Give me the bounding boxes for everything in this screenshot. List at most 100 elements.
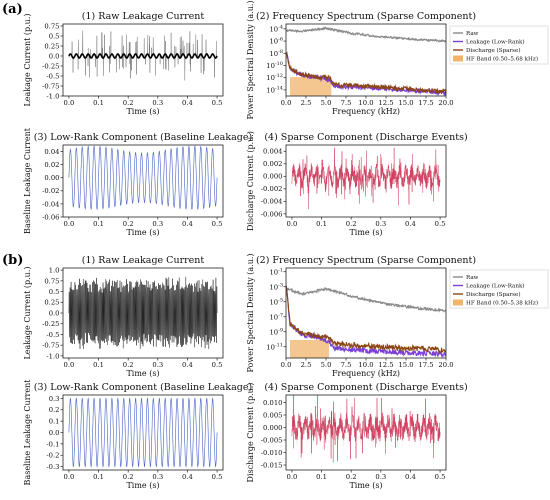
xtick-label: 10.0: [358, 361, 373, 369]
raw-marker-b2-59: [389, 303, 392, 305]
raw-marker-b2-36: [349, 295, 351, 297]
xtick-label: 0.5: [212, 361, 223, 369]
raw-marker-a2-41: [357, 32, 360, 35]
xtick-label: 12.5: [378, 361, 393, 369]
raw-marker-b2-87: [439, 309, 442, 311]
raw-marker-b2-42: [359, 298, 362, 301]
xtick-label: 0.0: [287, 473, 298, 481]
raw-marker-b2-89: [443, 310, 446, 313]
raw-marker-b2-25: [329, 289, 332, 292]
raw-marker-a2-49: [372, 34, 375, 37]
ytick-exponent: -11: [275, 342, 283, 348]
xtick-label: 0.0: [64, 220, 75, 228]
raw-marker-a2-69: [407, 37, 410, 40]
ytick-label: -0.015: [261, 461, 283, 469]
chart-title: (3) Low-Rank Component (Baseline Leakage…: [34, 382, 252, 393]
ytick-label: 10-10: [266, 61, 283, 70]
ytick-base: 10: [266, 86, 275, 94]
series-a3-0: [68, 145, 218, 211]
raw-marker-a2-14: [309, 29, 312, 31]
raw-marker-b2-82: [430, 308, 433, 310]
ytick-exponent: -8: [278, 49, 283, 55]
raw-marker-b2-44: [363, 299, 366, 301]
xtick-label: 10.0: [358, 99, 373, 107]
raw-marker-b2-10: [302, 292, 305, 294]
xtick-label: 7.5: [341, 99, 352, 107]
raw-marker-b2-7: [297, 290, 300, 293]
raw-marker-a2-16: [313, 28, 316, 31]
raw-marker-a2-68: [405, 37, 408, 40]
raw-marker-a2-88: [441, 39, 444, 42]
chart-b1: 0.0 0.1 0.2 0.3 0.4 0.5 -1.0 -0.75 -0.5 -0.25 0.0 0…: [23, 255, 224, 378]
series-b1-0: [68, 276, 218, 350]
xtick-label: 0.3: [152, 220, 163, 228]
chart-title: (1) Raw Leakage Current: [82, 11, 205, 22]
raw-marker-b2-9: [301, 292, 303, 295]
raw-marker-b2-76: [420, 308, 423, 311]
raw-marker-b2-75: [418, 308, 421, 311]
xtick-label: 0.2: [123, 361, 134, 369]
xtick-label: 0.1: [316, 473, 327, 481]
ytick-label: 0.1: [49, 418, 60, 426]
chart-title: (2) Frequency Spectrum (Sparse Component…: [256, 255, 476, 266]
raw-marker-b2-84: [434, 309, 437, 312]
raw-marker-b2-13: [308, 291, 311, 294]
ytick-label: 10-5: [269, 297, 283, 306]
raw-marker-b2-30: [338, 292, 341, 295]
xtick-label: 0.3: [152, 361, 163, 369]
series-b4-0: [291, 395, 441, 463]
raw-marker-a2-57: [386, 36, 389, 39]
xtick-label: 0.1: [93, 361, 104, 369]
raw-marker-a2-22: [324, 26, 327, 29]
raw-marker-a2-89: [443, 40, 446, 42]
plots-layer: 0.0 0.1 0.2 0.3 0.4 0.5-1.0-0.75-0.5-0.250.00…: [23, 0, 549, 490]
ytick-base: 10: [269, 313, 278, 321]
xtick-label: 0.1: [93, 99, 104, 107]
section-label-a: (a): [2, 2, 23, 17]
raw-marker-a2-13: [308, 29, 311, 32]
ytick-label: 0.010: [263, 399, 282, 407]
xtick-label: 0.2: [123, 473, 134, 481]
xtick-label: 7.5: [341, 361, 352, 369]
xtick-label: 0.0: [281, 99, 292, 107]
raw-marker-a2-66: [402, 37, 405, 40]
xtick-label: 15.0: [398, 99, 413, 107]
raw-marker-a2-32: [341, 30, 344, 33]
ytick-label: 10-4: [269, 24, 283, 33]
ytick-label: 0.0: [49, 52, 60, 60]
raw-marker-b2-20: [320, 288, 323, 291]
series-b2-1: [286, 285, 446, 358]
raw-marker-b2-43: [361, 298, 364, 300]
raw-marker-a2-77: [421, 39, 424, 41]
raw-marker-b2-4: [292, 290, 295, 293]
raw-marker-b2-66: [402, 305, 405, 308]
ytick-label: 0.002: [263, 160, 282, 168]
chart-b2: 0.0 2.5 5.0 7.5 10.0 12.5 15.0 17.5 20.010-110-3…: [246, 253, 549, 378]
chart-a4: 0.0 0.1 0.2 0.3 0.4 0.5 -0.006 -0.004 -0.002 0.00…: [246, 131, 468, 237]
legend-entry: Discharge (Sparse): [466, 47, 521, 54]
ytick-exponent: -5: [278, 297, 283, 303]
legend-entry: HF Band (0.50–5.38 kHz): [466, 300, 538, 307]
raw-marker-a2-36: [349, 32, 351, 35]
raw-marker-a2-47: [368, 35, 371, 38]
raw-marker-b2-11: [304, 292, 307, 295]
ytick-label: 10-9: [269, 327, 283, 336]
raw-marker-a2-45: [365, 34, 367, 37]
raw-marker-b2-50: [373, 300, 376, 302]
y-axis-label: Power Spectral Density (a.u.): [246, 253, 255, 372]
raw-marker-b2-16: [313, 290, 316, 293]
raw-marker-a2-62: [395, 37, 398, 40]
plot-area-a1: [68, 30, 218, 81]
raw-marker-a2-11: [304, 29, 307, 32]
raw-marker-b2-33: [343, 293, 346, 296]
chart-title: (3) Low-Rank Component (Baseline Leakage…: [34, 132, 252, 143]
raw-marker-b2-51: [375, 300, 378, 303]
raw-marker-b2-41: [357, 298, 360, 300]
x-axis-label: Time (s): [349, 481, 382, 490]
raw-marker-a2-81: [429, 39, 431, 42]
xtick-label: 2.5: [301, 361, 312, 369]
legend-entry: Raw: [466, 31, 479, 37]
raw-marker-b2-40: [356, 295, 359, 298]
raw-marker-b2-69: [407, 305, 410, 307]
legend-entry: Discharge (Sparse): [466, 291, 521, 298]
